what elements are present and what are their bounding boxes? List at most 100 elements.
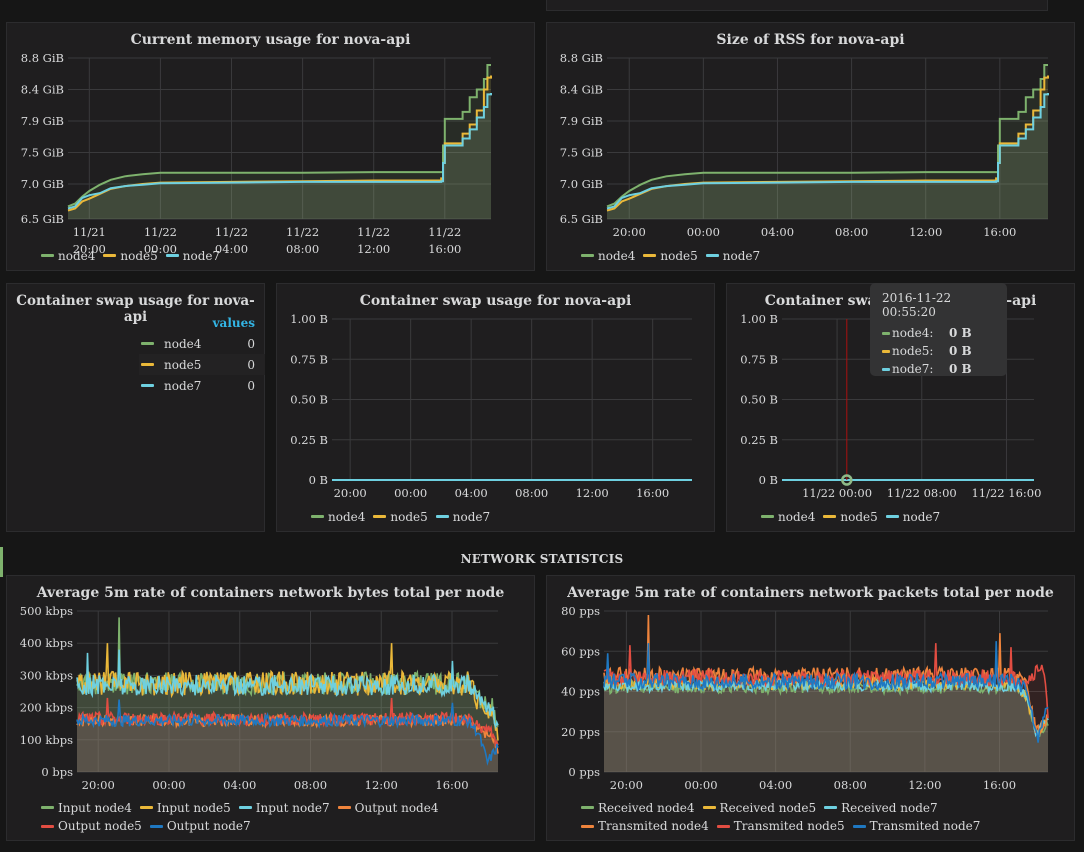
legend-label: Transmited node5 xyxy=(733,819,845,833)
series-line-node7[interactable] xyxy=(606,93,1049,210)
legend-item[interactable]: node4 xyxy=(41,247,95,265)
series-value: 0 xyxy=(247,336,255,351)
series-swatch xyxy=(882,367,890,371)
y-tick-label: 0.50 B xyxy=(290,393,328,407)
legend-label: node5 xyxy=(120,248,158,263)
legend-item[interactable]: Transmited node5 xyxy=(716,817,845,835)
legend-item[interactable]: Transmited node7 xyxy=(852,817,981,835)
legend-label: Transmited node4 xyxy=(598,819,709,833)
series-area xyxy=(77,714,498,772)
y-tick-label: 7.9 GiB xyxy=(21,114,64,128)
series-line-input-node7[interactable] xyxy=(76,649,499,730)
legend-item[interactable]: node4 xyxy=(311,508,365,526)
series-value: 0 xyxy=(247,378,255,393)
tooltip-series-value: 0 B xyxy=(949,362,972,376)
panel-title[interactable]: Average 5m rate of containers network pa… xyxy=(567,585,1054,601)
series-line-node7[interactable] xyxy=(67,93,492,210)
values-column-header[interactable]: values xyxy=(212,316,255,330)
series-line-output-node7[interactable] xyxy=(76,699,499,766)
legend-swatch xyxy=(435,515,449,518)
x-tick-label: 12:00 xyxy=(909,225,942,239)
y-tick-label: 400 kbps xyxy=(20,636,73,650)
legend-item[interactable]: node4 xyxy=(761,508,815,526)
swap-usage-chart[interactable]: 0 B 0.25 B 0.50 B 0.75 B 1.00 B 20:00 00:00 04:… xyxy=(277,284,716,533)
y-tick-label: 80 pps xyxy=(561,604,600,618)
legend-swatch xyxy=(702,806,716,809)
x-tick-label: 08:00 xyxy=(835,225,868,239)
legend-item[interactable]: Received node4 xyxy=(581,799,695,817)
x-tick-label: 00:00 xyxy=(687,225,720,239)
x-tick-label: 04:00 xyxy=(223,778,256,792)
series-line-transmited-node7[interactable] xyxy=(603,641,1049,743)
panel-network-bytes[interactable]: Average 5m rate of containers network by… xyxy=(6,575,535,841)
legend-item[interactable]: node5 xyxy=(103,247,158,265)
x-tick-label: 04:00 xyxy=(759,778,792,792)
legend-swatch xyxy=(311,515,324,518)
network-packets-chart[interactable]: 0 pps 20 pps 40 pps 60 pps 80 pps 20:00 00:00 0… xyxy=(547,576,1076,842)
legend-item[interactable]: Received node5 xyxy=(702,799,816,817)
legend-item[interactable]: Input node5 xyxy=(139,799,231,817)
series-line-node4[interactable] xyxy=(606,64,1048,208)
legend-item[interactable]: Received node7 xyxy=(824,799,938,817)
x-tick-label: 20:00 xyxy=(82,778,115,792)
legend-item[interactable]: node7 xyxy=(165,247,220,265)
legend-item[interactable]: Input node7 xyxy=(238,799,330,817)
legend-label: Input node5 xyxy=(156,800,231,815)
x-tick-label: 16:00 xyxy=(983,225,1016,239)
legend-item[interactable]: Output node7 xyxy=(149,817,251,835)
y-tick-label: 1.00 B xyxy=(290,312,328,326)
legend-item[interactable]: node5 xyxy=(643,247,698,265)
legend-item[interactable]: node4 xyxy=(581,247,635,265)
network-bytes-chart[interactable]: 0 bps 100 kbps 200 kbps 300 kbps 400 kbps 500… xyxy=(7,576,536,842)
series-line-transmited-node5[interactable] xyxy=(603,643,1049,719)
legend-label: Output node4 xyxy=(354,800,439,815)
y-tick-label: 8.8 GiB xyxy=(21,51,64,65)
legend-item[interactable]: node7 xyxy=(885,508,940,526)
panel-rss-size[interactable]: Size of RSS for nova-api 6.5 GiB 7.0 GiB 7… xyxy=(546,22,1075,271)
legend-label: node4 xyxy=(58,248,96,263)
y-tick-label: 7.0 GiB xyxy=(21,177,64,191)
tooltip-series-value: 0 B xyxy=(949,344,972,358)
legend-swatch xyxy=(41,824,54,828)
y-tick-label: 0.25 B xyxy=(740,433,778,447)
series-line-node4[interactable] xyxy=(67,64,491,208)
legend-label: Transmited node7 xyxy=(869,819,981,833)
panel-memory-usage[interactable]: Current memory usage for nova-api 6.5 Gi… xyxy=(6,22,535,271)
legend-item[interactable]: Transmited node4 xyxy=(581,817,709,835)
panel-title[interactable]: Container swap usage for nova-api xyxy=(16,293,255,325)
series-area xyxy=(77,697,498,772)
legend-item[interactable]: node5 xyxy=(823,508,878,526)
series-line-input-node5[interactable] xyxy=(76,643,499,741)
y-tick-label: 6.5 GiB xyxy=(560,212,603,226)
table-row: node7 0 xyxy=(139,375,265,396)
panel-title[interactable]: Size of RSS for nova-api xyxy=(716,32,905,48)
x-tick-label: 20:00 xyxy=(613,225,646,239)
legend-swatch xyxy=(705,254,719,257)
panel-network-packets[interactable]: Average 5m rate of containers network pa… xyxy=(546,575,1075,841)
legend-swatch xyxy=(165,254,179,257)
row-collapse-marker[interactable] xyxy=(0,547,3,577)
legend-swatch xyxy=(581,806,594,809)
panel-swap-table[interactable]: Container swap usage for nova-api values… xyxy=(6,283,265,532)
panel-title[interactable]: Container swap usage for nova-api xyxy=(359,293,632,309)
x-tick-label: 08:00 xyxy=(515,486,548,500)
legend-item[interactable]: Output node4 xyxy=(337,799,439,817)
legend-item[interactable]: node7 xyxy=(705,247,760,265)
y-tick-label: 7.5 GiB xyxy=(21,146,64,160)
legend-item[interactable]: node5 xyxy=(373,508,428,526)
legend-item[interactable]: Input node4 xyxy=(41,799,132,817)
x-tick-label: 16:00 xyxy=(435,778,468,792)
panel-swap-graph[interactable]: Container swap usage for nova-api 0 B 0.2… xyxy=(276,283,715,532)
panel-title[interactable]: Current memory usage for nova-api xyxy=(130,32,411,48)
rss-size-chart[interactable]: 6.5 GiB 7.0 GiB 7.5 GiB 7.9 GiB 8.4 GiB 8.8 G… xyxy=(547,23,1076,272)
legend-label: Output node7 xyxy=(166,819,251,833)
panel-title[interactable]: Average 5m rate of containers network by… xyxy=(36,585,505,601)
y-tick-label: 0 B xyxy=(309,473,328,487)
tooltip-series-name: node5: xyxy=(892,344,934,358)
tooltip-row: node7: 0 B xyxy=(882,360,995,378)
legend-item[interactable]: node7 xyxy=(435,508,490,526)
section-title[interactable]: NETWORK STATISTCIS xyxy=(460,552,624,566)
legend-item[interactable]: Output node5 xyxy=(41,817,142,835)
swap-usage-chart-hover[interactable]: 0 B 0.25 B 0.50 B 0.75 B 1.00 B 11/22 00:00 11… xyxy=(727,284,1076,533)
memory-usage-chart[interactable]: 6.5 GiB 7.0 GiB 7.5 GiB 7.9 GiB 8.4 GiB 8.8 G… xyxy=(7,23,536,272)
